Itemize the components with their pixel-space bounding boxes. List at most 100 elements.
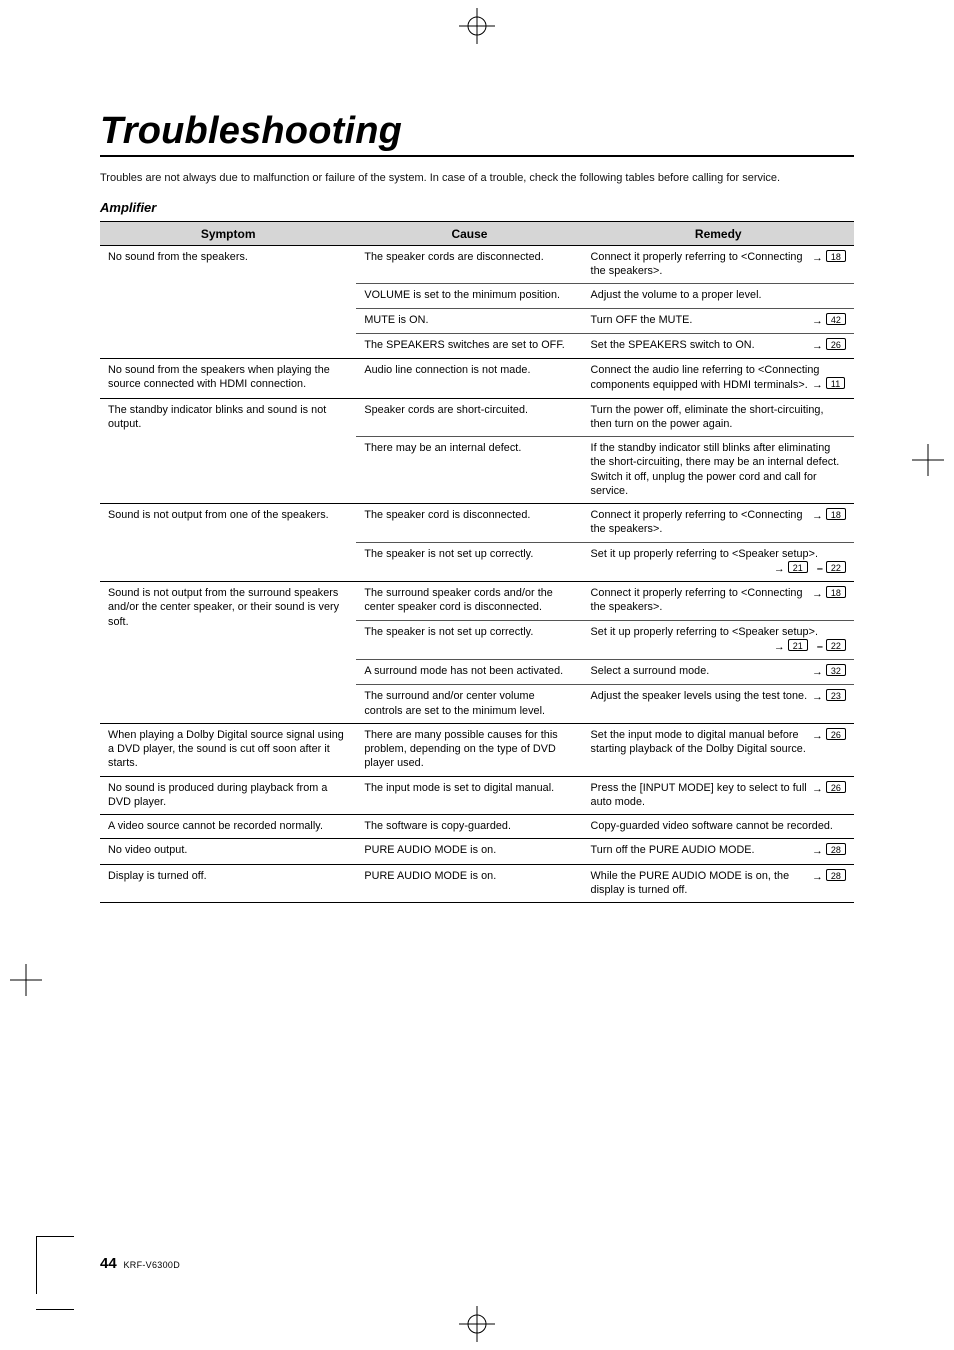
cell-cause: The surround and/or center volume contro… — [356, 685, 582, 724]
cell-remedy: Turn the power off, eliminate the short-… — [583, 398, 854, 437]
cell-symptom: Sound is not output from one of the spea… — [100, 504, 356, 582]
footer-model: KRF-V6300D — [123, 1260, 180, 1270]
page-ref: 18 — [826, 586, 846, 598]
cell-remedy: Connect the audio line referring to <Con… — [583, 359, 854, 399]
cell-symptom: No video output. — [100, 839, 356, 864]
table-body: No sound from the speakers. The speaker … — [100, 245, 854, 902]
cell-cause: Audio line connection is not made. — [356, 359, 582, 399]
remedy-text: Set the SPEAKERS switch to ON. — [591, 339, 755, 351]
remedy-text: Turn OFF the MUTE. — [591, 314, 693, 326]
cell-cause: There are many possible causes for this … — [356, 723, 582, 776]
table-row: The standby indicator blinks and sound i… — [100, 398, 854, 437]
cell-cause: Speaker cords are short-circuited. — [356, 398, 582, 437]
cell-symptom: The standby indicator blinks and sound i… — [100, 398, 356, 504]
table-row: No sound is produced during playback fro… — [100, 776, 854, 815]
page-ref: 26 — [826, 781, 846, 793]
remedy-text: Turn off the PURE AUDIO MODE. — [591, 844, 755, 856]
page-ref: 23 — [826, 689, 846, 701]
cell-symptom: Sound is not output from the surround sp… — [100, 582, 356, 724]
table-row: Display is turned off. PURE AUDIO MODE i… — [100, 864, 854, 903]
cell-remedy: Set it up properly referring to <Speaker… — [583, 620, 854, 660]
cell-remedy: Turn OFF the MUTE. →42 — [583, 308, 854, 333]
page-title: Troubleshooting — [100, 110, 854, 153]
cell-cause: The speaker cords are disconnected. — [356, 245, 582, 284]
cell-symptom: No sound from the speakers. — [100, 245, 356, 358]
remedy-text: Adjust the speaker levels using the test… — [591, 690, 808, 702]
cell-remedy: →26 Press the [INPUT MODE] key to select… — [583, 776, 854, 815]
page-ref: 18 — [826, 508, 846, 520]
cell-symptom: Display is turned off. — [100, 864, 356, 903]
cell-symptom: No sound from the speakers when playing … — [100, 359, 356, 399]
cell-cause: The speaker is not set up correctly. — [356, 542, 582, 582]
cell-cause: The software is copy-guarded. — [356, 815, 582, 839]
page-ref: 28 — [826, 843, 846, 855]
remedy-text: Connect the audio line referring to <Con… — [591, 364, 820, 391]
page-ref: 22 — [826, 639, 846, 651]
page-ref: 18 — [826, 250, 846, 262]
remedy-text: Set the input mode to digital manual bef… — [591, 729, 806, 755]
table-row: No video output. PURE AUDIO MODE is on. … — [100, 839, 854, 864]
remedy-text: While the PURE AUDIO MODE is on, the dis… — [591, 870, 790, 896]
table-row: No sound from the speakers. The speaker … — [100, 245, 854, 284]
cell-remedy: →18 Connect it properly referring to <Co… — [583, 582, 854, 621]
cell-cause: The surround speaker cords and/or the ce… — [356, 582, 582, 621]
table-row: Sound is not output from one of the spea… — [100, 504, 854, 543]
cell-cause: PURE AUDIO MODE is on. — [356, 864, 582, 903]
lead-paragraph: Troubles are not always due to malfuncti… — [100, 171, 854, 186]
page-ref: 11 — [826, 377, 845, 389]
remedy-text: Set it up properly referring to <Speaker… — [591, 548, 818, 560]
cell-cause: The speaker is not set up correctly. — [356, 620, 582, 660]
page-ref: 21 — [788, 561, 808, 573]
th-cause: Cause — [356, 221, 582, 245]
remedy-text: Press the [INPUT MODE] key to select to … — [591, 782, 807, 808]
cell-remedy: Set it up properly referring to <Speaker… — [583, 542, 854, 582]
footer-page-number: 44 — [100, 1255, 117, 1272]
th-symptom: Symptom — [100, 221, 356, 245]
page-ref: 26 — [826, 338, 846, 350]
cell-remedy: →28 While the PURE AUDIO MODE is on, the… — [583, 864, 854, 903]
page-ref: 21 — [788, 639, 808, 651]
remedy-text: Connect it properly referring to <Connec… — [591, 587, 803, 613]
page-ref: 22 — [826, 561, 846, 573]
section-heading: Amplifier — [100, 200, 854, 215]
crop-corner-lower — [36, 1256, 90, 1310]
page-ref: 26 — [826, 728, 846, 740]
cell-cause: PURE AUDIO MODE is on. — [356, 839, 582, 864]
page-ref: 42 — [826, 313, 846, 325]
th-remedy: Remedy — [583, 221, 854, 245]
cell-cause: The input mode is set to digital manual. — [356, 776, 582, 815]
registration-mark-bottom — [457, 1304, 497, 1344]
cell-remedy: Select a surround mode. →32 — [583, 660, 854, 685]
remedy-text: Connect it properly referring to <Connec… — [591, 251, 803, 277]
cell-cause: MUTE is ON. — [356, 308, 582, 333]
crop-cross-right-1 — [908, 440, 948, 480]
remedy-text: Connect it properly referring to <Connec… — [591, 509, 803, 535]
cell-remedy: Adjust the speaker levels using the test… — [583, 685, 854, 724]
remedy-text: Set it up properly referring to <Speaker… — [591, 626, 818, 638]
table-row: Sound is not output from the surround sp… — [100, 582, 854, 621]
cell-symptom: When playing a Dolby Digital source sign… — [100, 723, 356, 776]
cell-cause: The SPEAKERS switches are set to OFF. — [356, 333, 582, 358]
page-footer: 44 KRF-V6300D — [100, 1255, 180, 1272]
cell-remedy: →26 Set the input mode to digital manual… — [583, 723, 854, 776]
cell-symptom: No sound is produced during playback fro… — [100, 776, 356, 815]
cell-cause: VOLUME is set to the minimum position. — [356, 284, 582, 308]
title-rule — [100, 155, 854, 157]
page-ref: 28 — [826, 869, 846, 881]
registration-mark-top — [457, 6, 497, 46]
remedy-text: Select a surround mode. — [591, 665, 710, 677]
table-header-row: Symptom Cause Remedy — [100, 221, 854, 245]
cell-cause: A surround mode has not been activated. — [356, 660, 582, 685]
cell-remedy: Adjust the volume to a proper level. — [583, 284, 854, 308]
cell-symptom: A video source cannot be recorded normal… — [100, 815, 356, 839]
cell-remedy: Turn off the PURE AUDIO MODE. →28 — [583, 839, 854, 864]
cell-remedy: →18 Connect it properly referring to <Co… — [583, 504, 854, 543]
cell-cause: There may be an internal defect. — [356, 437, 582, 504]
cell-remedy: →18 Connect it properly referring to <Co… — [583, 245, 854, 284]
cell-cause: The speaker cord is disconnected. — [356, 504, 582, 543]
page: Troubleshooting Troubles are not always … — [0, 0, 954, 1350]
cell-remedy: If the standby indicator still blinks af… — [583, 437, 854, 504]
page-ref: 32 — [826, 664, 846, 676]
table-row: When playing a Dolby Digital source sign… — [100, 723, 854, 776]
cell-remedy: Copy-guarded video software cannot be re… — [583, 815, 854, 839]
